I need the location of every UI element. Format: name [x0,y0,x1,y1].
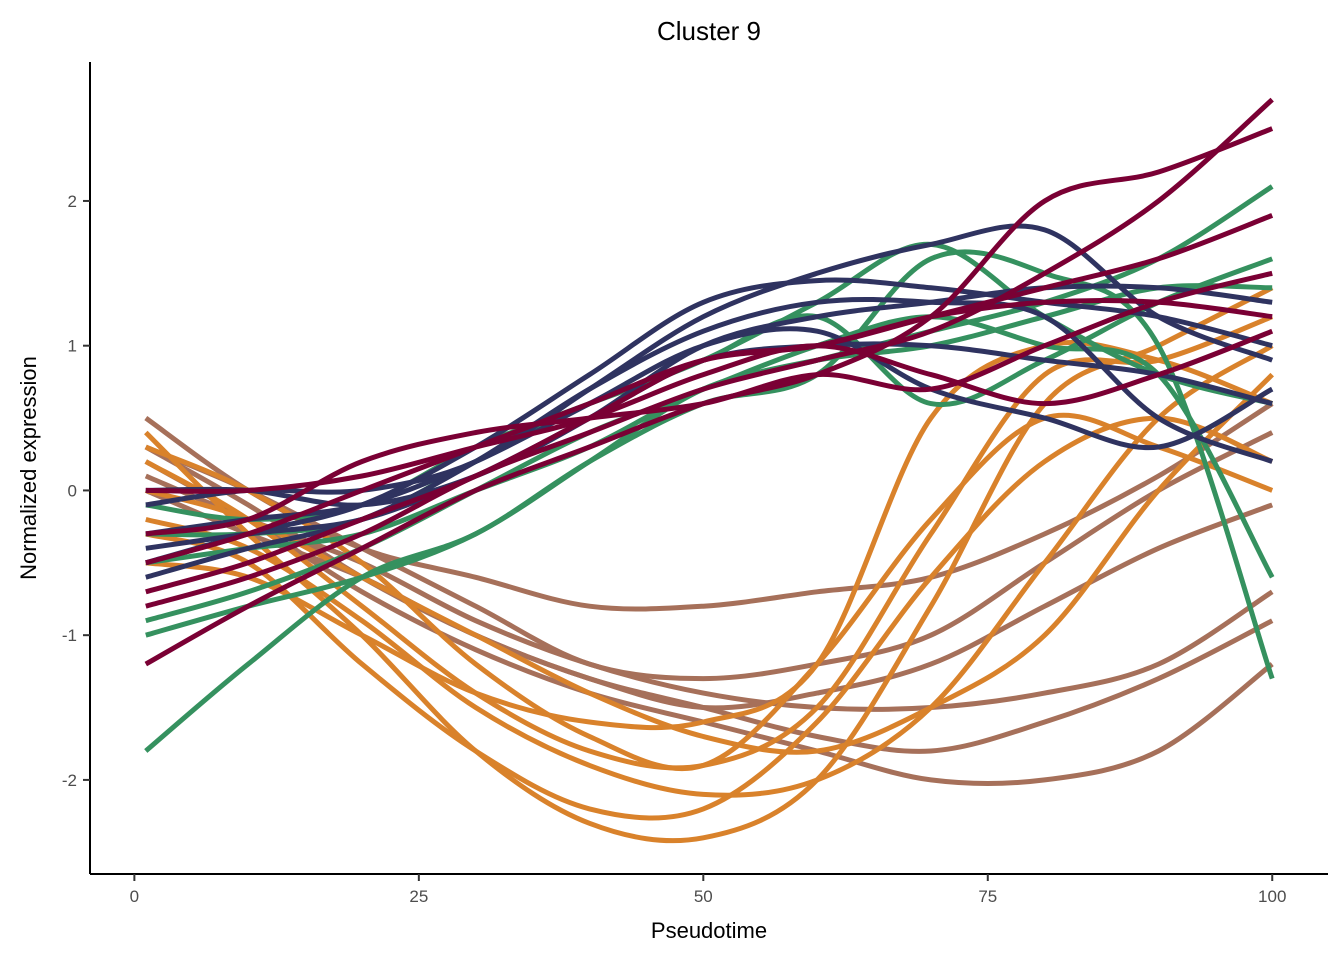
x-axis-title: Pseudotime [651,918,767,943]
y-tick-label: -2 [62,771,77,790]
series-line [145,415,1274,821]
series-line [144,126,1274,667]
series-line [145,343,1274,798]
chart-title: Cluster 9 [657,16,761,46]
y-axis-title: Normalized expression [16,356,41,580]
series-line [145,328,1274,494]
y-tick-label: -1 [62,626,77,645]
x-tick-label: 75 [978,887,997,906]
y-tick-label: 2 [68,192,77,211]
x-ticks: 0 25 50 75 100 [130,874,1286,906]
y-tick-label: 0 [68,481,77,500]
x-tick-label: 25 [409,887,428,906]
x-tick-label: 50 [694,887,713,906]
series-line [145,372,1274,755]
series-line [144,412,1274,772]
x-tick-label: 100 [1258,887,1286,906]
series-line [145,223,1274,508]
y-ticks: -2 -1 0 1 2 [62,192,90,790]
series-line [145,340,1274,731]
series-lines [144,97,1275,844]
y-tick-label: 1 [68,337,77,356]
series-line [145,277,1273,566]
series-line [145,97,1274,609]
x-tick-label: 0 [130,887,139,906]
series-line [145,298,1273,595]
series-line [145,270,1273,537]
